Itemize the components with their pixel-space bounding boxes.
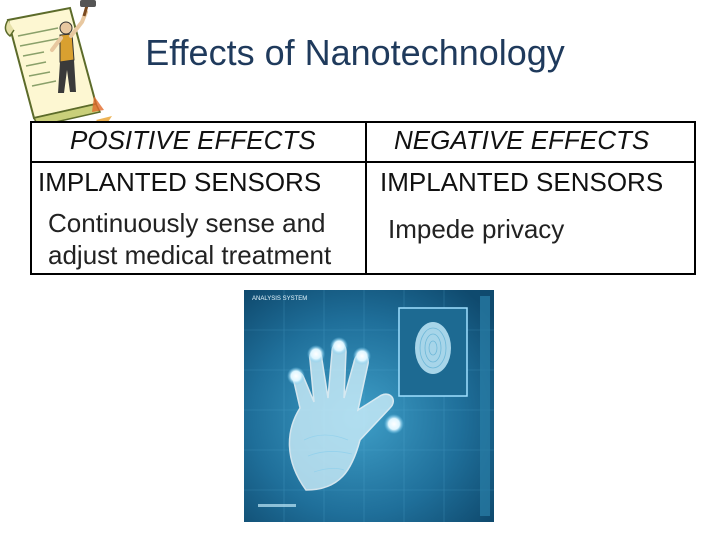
- effects-table: POSITIVE EFFECTS NEGATIVE EFFECTS IMPLAN…: [30, 121, 696, 275]
- negative-subheader: IMPLANTED SENSORS: [380, 167, 664, 197]
- positive-effects-header: POSITIVE EFFECTS: [70, 125, 316, 155]
- header-divider: [32, 161, 694, 163]
- handprint-scanner-image: ANALYSIS SYSTEM: [244, 290, 494, 522]
- negative-description: Impede privacy: [388, 214, 565, 244]
- positive-description-line1: Continuously sense and: [48, 208, 326, 238]
- column-divider: [365, 123, 367, 273]
- scanner-label: ANALYSIS SYSTEM: [252, 296, 307, 302]
- positive-description: Continuously sense and adjust medical tr…: [48, 207, 331, 271]
- negative-effects-header: NEGATIVE EFFECTS: [394, 125, 650, 155]
- positive-subheader: IMPLANTED SENSORS: [38, 167, 322, 197]
- hammer-person-clipart: [4, 0, 112, 128]
- page-title: Effects of Nanotechnology: [145, 32, 565, 73]
- positive-description-line2: adjust medical treatment: [48, 240, 332, 270]
